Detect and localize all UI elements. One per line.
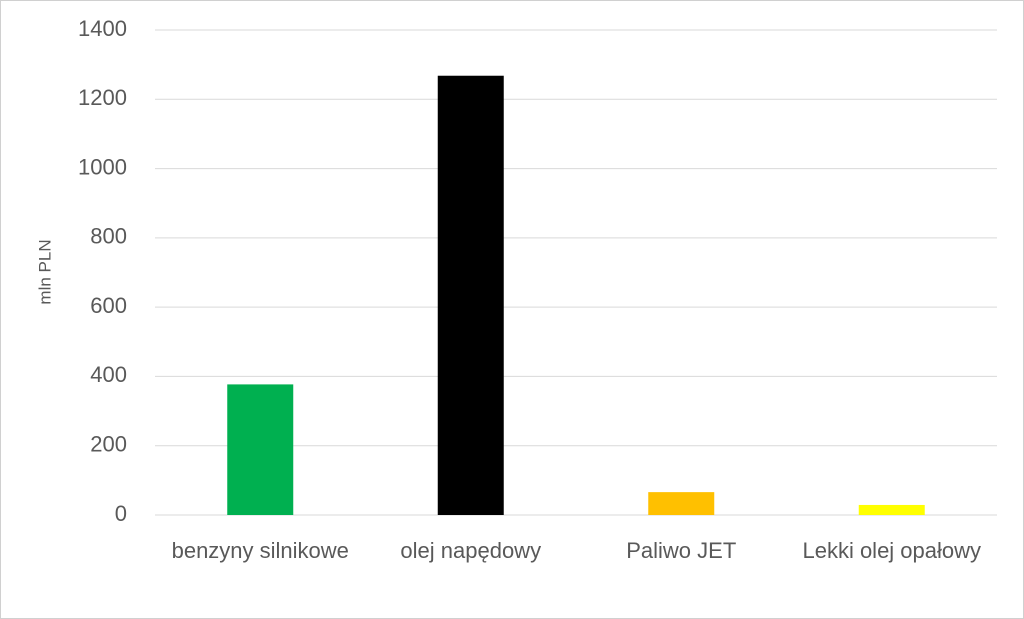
y-tick-label: 1000 xyxy=(78,154,127,179)
y-tick-label: 200 xyxy=(90,432,127,457)
y-tick-label: 1200 xyxy=(78,85,127,110)
bar xyxy=(858,504,925,515)
x-tick-label: Lekki olej opałowy xyxy=(802,538,981,563)
y-tick-label: 1400 xyxy=(78,16,127,41)
y-tick-label: 600 xyxy=(90,293,127,318)
bar xyxy=(648,492,715,515)
x-tick-label: Paliwo JET xyxy=(626,538,736,563)
y-tick-label: 400 xyxy=(90,362,127,387)
y-tick-label: 800 xyxy=(90,224,127,249)
x-tick-label: olej napędowy xyxy=(400,538,541,563)
x-tick-label: benzyny silnikowe xyxy=(172,538,349,563)
y-axis-label: mln PLN xyxy=(35,239,54,304)
bar xyxy=(227,384,294,515)
y-tick-label: 0 xyxy=(115,501,127,526)
bar xyxy=(437,75,504,515)
